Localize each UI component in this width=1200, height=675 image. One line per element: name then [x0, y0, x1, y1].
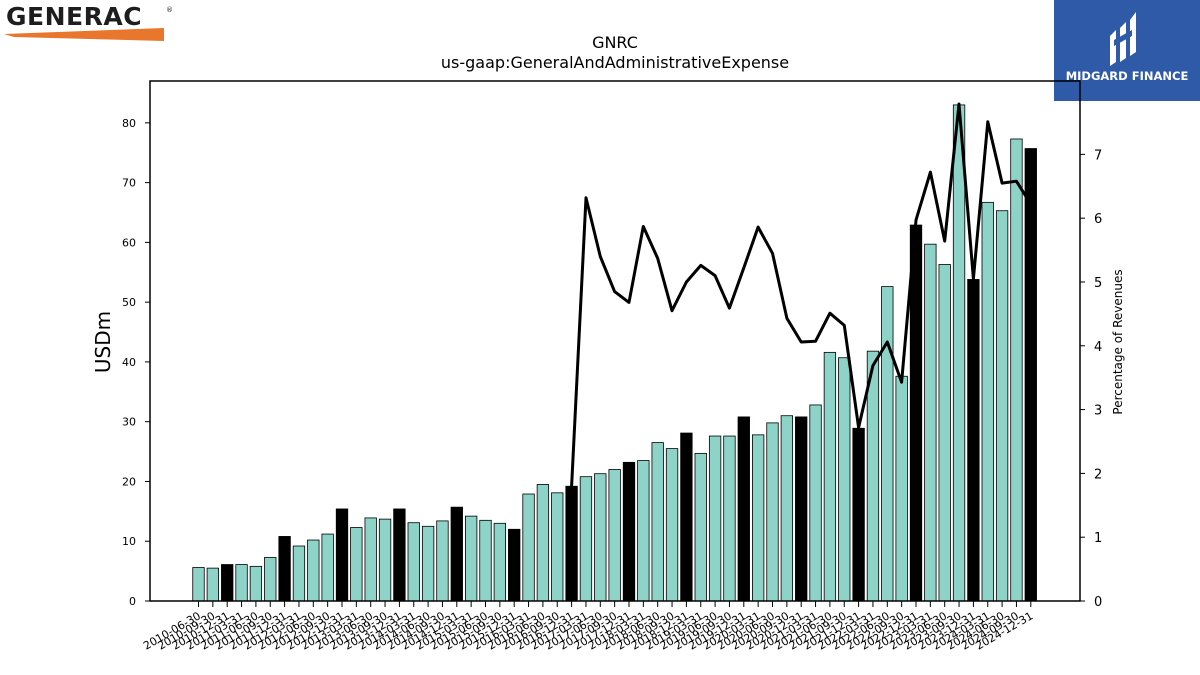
bar-2022-09-30 — [895, 375, 908, 602]
bar-2018-09-30 — [665, 448, 679, 602]
y2-tick-label: 5 — [1094, 276, 1102, 291]
bar-2021-12-31 — [852, 427, 865, 602]
bar-2024-06-30 — [995, 210, 1009, 602]
y-tick-label: 80 — [122, 117, 136, 130]
midgard-finance-logo: MIDGARD FINANCE — [1054, 0, 1200, 101]
y-tick-label: 0 — [129, 595, 136, 608]
registered-mark-icon: ® — [166, 6, 173, 14]
bar-2013-03-31 — [350, 527, 363, 602]
bar-2017-03-31 — [579, 476, 593, 602]
bar-2019-12-31 — [737, 416, 750, 602]
bar-2023-06-30 — [938, 264, 951, 602]
bar-2013-09-30 — [378, 518, 392, 602]
y2-tick-label: 2 — [1094, 467, 1102, 482]
bar-2010-12-31 — [221, 564, 234, 602]
bar-2015-06-30 — [479, 519, 492, 602]
percentage-line — [570, 102, 1033, 487]
bar-2021-06-30 — [823, 351, 837, 602]
bar-2010-09-30 — [206, 567, 220, 602]
bar-2017-12-31 — [622, 461, 636, 602]
bar-series — [192, 104, 1037, 602]
bar-2018-12-31 — [680, 432, 693, 602]
bar-2016-06-30 — [536, 484, 550, 602]
y2-tick-label: 7 — [1094, 148, 1102, 163]
bar-2012-03-31 — [292, 545, 306, 602]
y-tick-label: 10 — [122, 535, 136, 548]
bar-2020-12-31 — [795, 416, 808, 602]
generac-logo: GENERAC ® — [4, 2, 173, 44]
bar-2020-03-31 — [752, 434, 765, 602]
bar-2014-06-30 — [421, 525, 435, 602]
x-axis-ticks: 2010-06-302010-09-302010-12-312011-03-31… — [141, 601, 1035, 653]
y-tick-label: 40 — [122, 356, 136, 369]
bar-2012-12-31 — [335, 508, 349, 602]
y-axis-ticks: 0 10 20 30 40 50 60 70 80 — [122, 117, 150, 608]
bar-2014-12-31 — [450, 506, 463, 602]
bar-2024-09-30 — [1010, 138, 1023, 602]
plot-frame — [149, 80, 1081, 602]
y-tick-label: 30 — [122, 416, 136, 429]
bar-2010-06-30 — [192, 567, 205, 602]
y2-axis-label: Percentage of Revenues — [1111, 269, 1125, 414]
bar-2018-03-31 — [637, 460, 650, 602]
bar-2014-09-30 — [436, 520, 449, 602]
y2-tick-label: 1 — [1094, 531, 1102, 546]
generac-logo-text: GENERAC — [6, 2, 143, 31]
y-axis-label: USDm — [91, 311, 115, 373]
bar-2015-12-31 — [508, 528, 521, 602]
bar-2022-06-30 — [881, 286, 894, 602]
bar-2016-12-31 — [565, 485, 578, 602]
bar-2011-03-31 — [235, 564, 248, 602]
bar-2021-09-30 — [838, 357, 851, 602]
bar-2011-12-31 — [278, 536, 291, 602]
bar-2012-09-30 — [321, 533, 334, 602]
y2-tick-label: 0 — [1094, 595, 1102, 610]
midgard-finance-name: MIDGARD FINANCE — [1065, 69, 1189, 83]
bar-2023-12-31 — [967, 279, 980, 602]
y2-tick-label: 6 — [1094, 212, 1102, 227]
bar-2014-03-31 — [407, 522, 420, 602]
bar-2023-09-30 — [952, 104, 966, 602]
bar-2018-06-30 — [651, 442, 664, 602]
y-tick-label: 60 — [122, 236, 136, 249]
chart-subtitle: us-gaap:GeneralAndAdministrativeExpense — [441, 53, 789, 72]
bar-2020-06-30 — [766, 422, 779, 602]
bar-2023-03-31 — [924, 243, 937, 602]
bar-2013-12-31 — [393, 508, 406, 602]
bar-2015-03-31 — [464, 515, 478, 602]
bar-2016-03-31 — [522, 493, 535, 602]
midgard-emblem-icon — [1110, 12, 1136, 66]
y-tick-label: 50 — [122, 296, 136, 309]
y2-axis-ticks: 0 1 2 3 4 5 6 7 — [1080, 148, 1102, 610]
bar-2024-03-31 — [981, 201, 994, 602]
bar-2017-06-30 — [594, 473, 607, 602]
bar-2011-09-30 — [264, 556, 277, 602]
bar-2024-12-31 — [1024, 148, 1037, 602]
bar-2019-06-30 — [708, 435, 722, 602]
bar-2020-09-30 — [780, 415, 793, 602]
bar-2013-06-30 — [364, 517, 377, 602]
y-tick-label: 20 — [122, 475, 136, 488]
bar-2012-06-30 — [307, 539, 320, 602]
y-tick-label: 70 — [122, 177, 136, 190]
bar-2011-06-30 — [249, 565, 263, 602]
bar-2019-03-31 — [694, 452, 707, 602]
y2-tick-label: 4 — [1094, 340, 1102, 355]
generac-swoosh-icon — [4, 28, 164, 41]
bar-2015-09-30 — [493, 522, 507, 602]
bar-2021-03-31 — [809, 404, 822, 602]
chart-title: GNRC — [592, 33, 638, 52]
bar-2016-09-30 — [551, 492, 564, 602]
bar-2019-09-30 — [723, 435, 736, 602]
bar-2017-09-30 — [608, 469, 621, 602]
y2-tick-label: 3 — [1094, 404, 1102, 419]
